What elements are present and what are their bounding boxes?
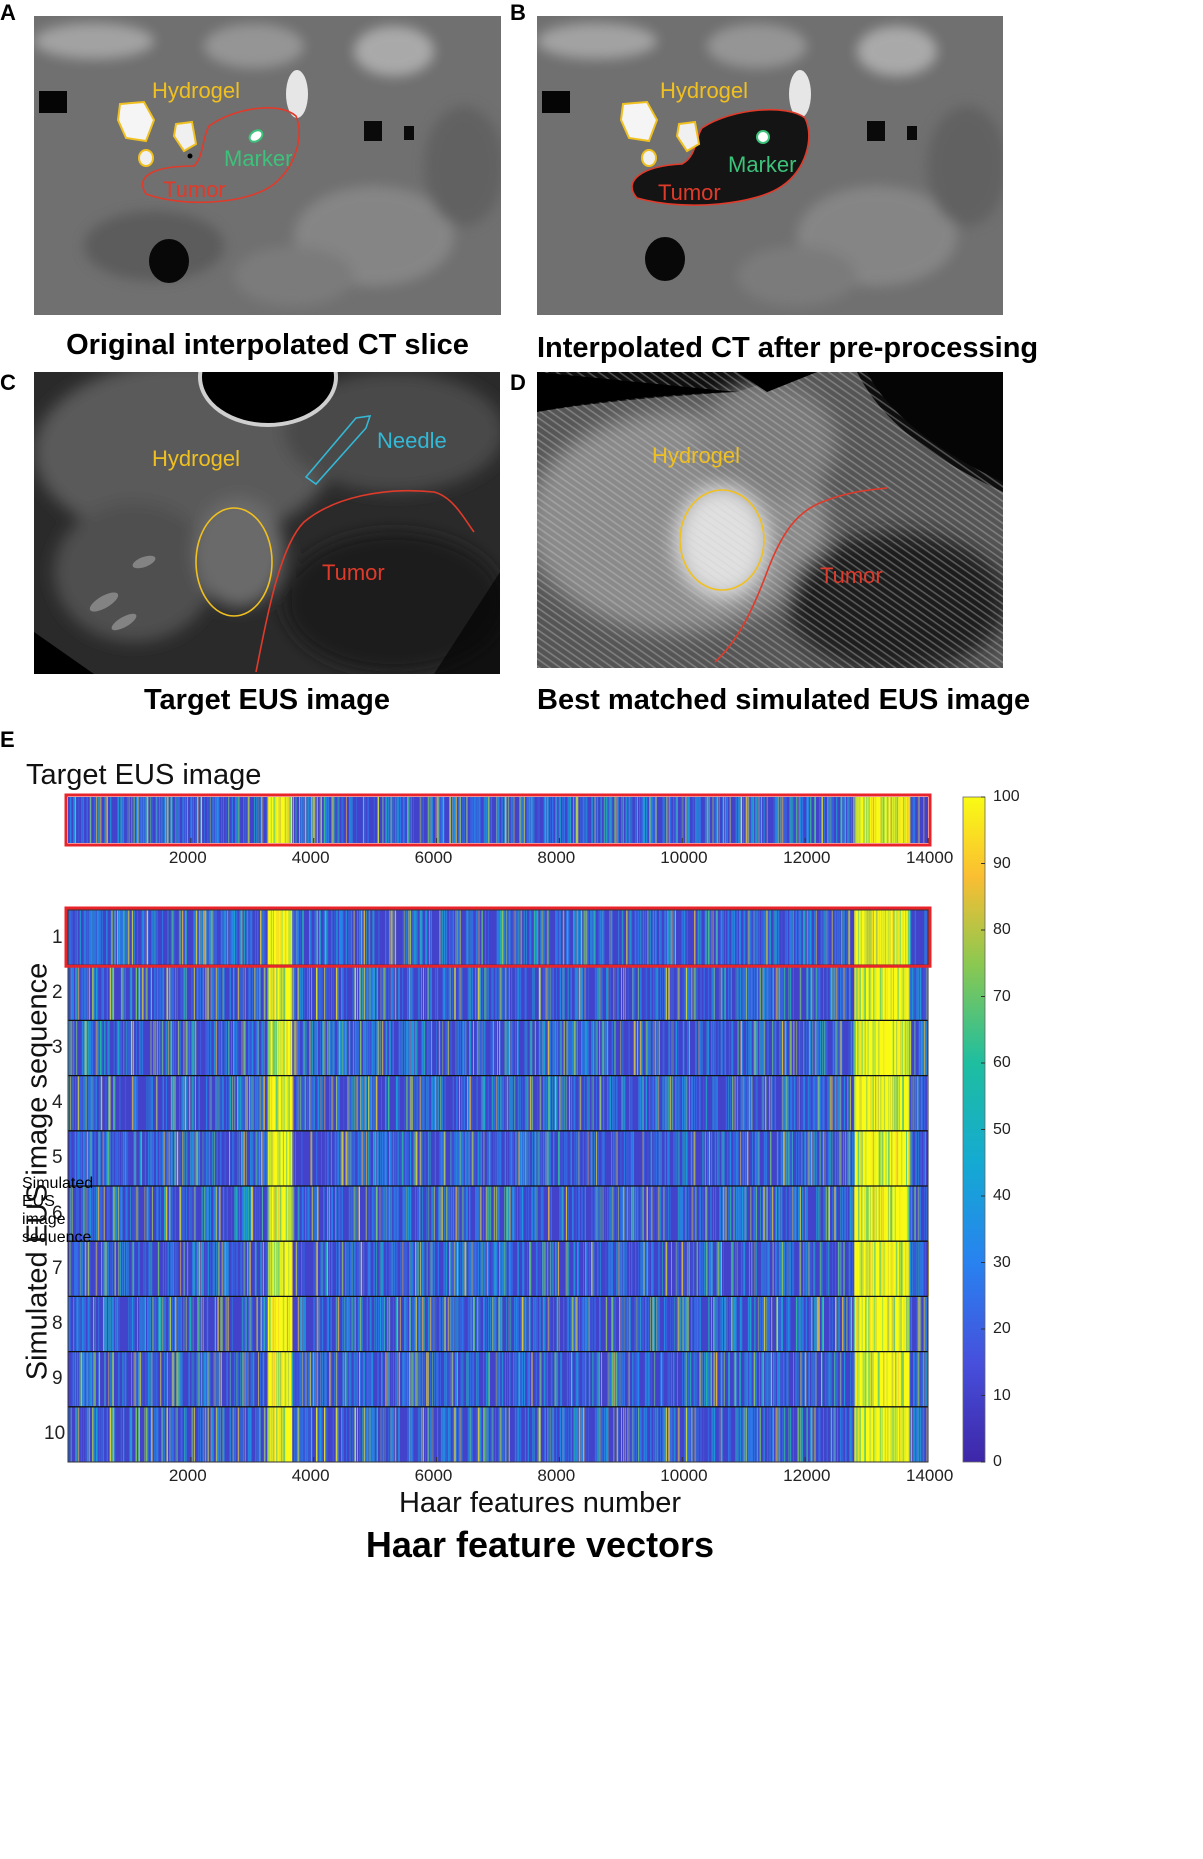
panel-a-letter: A bbox=[0, 0, 16, 25]
ct-original-image bbox=[34, 16, 501, 315]
panel-a-caption: Original interpolated CT slice bbox=[66, 329, 469, 361]
heatmap-frame bbox=[67, 909, 929, 1463]
sequence-row-4-stripes bbox=[68, 1075, 929, 1131]
x-tick-top: 4000 bbox=[291, 848, 330, 867]
x-tick-top: 8000 bbox=[537, 848, 576, 867]
panel-c-caption: Target EUS image bbox=[143, 684, 391, 716]
eus-target-image bbox=[34, 372, 500, 674]
sequence-row-9-stripes bbox=[71, 1351, 929, 1407]
panel-e-caption: Haar feature vectors bbox=[365, 1524, 715, 1565]
ct-a-marker-label: Marker bbox=[224, 146, 293, 171]
sequence-row-8-stripes bbox=[68, 1296, 928, 1352]
y-tick-label: 8 bbox=[52, 1313, 63, 1334]
y-tick-label: 1 bbox=[52, 926, 63, 948]
y-tick-label: 7 bbox=[52, 1257, 63, 1279]
x-tick-top: 12000 bbox=[783, 848, 831, 867]
x-tick-top: 2000 bbox=[168, 848, 207, 867]
haar-heatmap-chart bbox=[64, 793, 986, 1463]
y-tick-label: 2 bbox=[52, 981, 63, 1003]
x-tick-bottom: 8000 bbox=[537, 1466, 576, 1485]
ct-preprocessed-image bbox=[537, 16, 1003, 315]
ct-b-tumor-label: Tumor bbox=[658, 180, 721, 205]
colorbar-tick-label: 70 bbox=[993, 987, 1011, 1005]
sequence-row-10-stripes bbox=[68, 1406, 928, 1462]
sequence-row-7-stripes bbox=[69, 1241, 930, 1297]
heatmap-y-axis-title: Simulated EUS image sequence bbox=[21, 962, 54, 1381]
eus-d-tumor-label: Tumor bbox=[820, 563, 883, 588]
eus-c-tumor-label: Tumor bbox=[322, 560, 385, 585]
colorbar-tick-label: 100 bbox=[993, 788, 1020, 805]
sequence-row-3-background bbox=[68, 1020, 928, 1076]
x-tick-bottom: 6000 bbox=[414, 1466, 453, 1485]
sequence-row-6-band-2 bbox=[854, 1186, 910, 1242]
x-tick-top: 10000 bbox=[660, 848, 708, 867]
y-tick-label: 3 bbox=[52, 1037, 63, 1058]
sequence-row-8-background bbox=[68, 1296, 928, 1352]
panel-b-letter: B bbox=[510, 0, 526, 25]
colorbar-tick-label: 40 bbox=[993, 1187, 1011, 1204]
target-strip-highlight bbox=[64, 793, 932, 847]
x-tick-bottom: 14000 bbox=[906, 1466, 954, 1485]
colorbar-tick-label: 10 bbox=[993, 1386, 1011, 1404]
panel-b-caption: Interpolated CT after pre-processing bbox=[537, 332, 1039, 364]
x-tick-top: 6000 bbox=[414, 848, 453, 867]
best-match-highlight bbox=[64, 906, 932, 968]
panel-d-caption: Best matched simulated EUS image bbox=[537, 684, 1031, 716]
y-tick-label: 5 bbox=[52, 1147, 63, 1169]
colorbar-tick-label: 60 bbox=[993, 1054, 1011, 1071]
sequence-row-3-stripes bbox=[68, 1020, 928, 1076]
panel-d-letter: D bbox=[510, 370, 526, 395]
panel-e-letter: E bbox=[0, 727, 15, 752]
sequence-row-5-stripes bbox=[70, 1130, 929, 1186]
y-tick-label: 10 bbox=[44, 1423, 66, 1445]
colorbar-tick-label: 0 bbox=[993, 1453, 1002, 1470]
colorbar-tick-label: 50 bbox=[993, 1120, 1011, 1138]
sequence-row-9-band-2 bbox=[854, 1351, 910, 1407]
eus-c-needle-label: Needle bbox=[377, 428, 447, 453]
colorbar-tick-label: 30 bbox=[993, 1253, 1011, 1271]
sequence-row-6-stripes bbox=[69, 1186, 929, 1242]
y-tick-label: 6 bbox=[52, 1202, 63, 1224]
x-tick-bottom: 12000 bbox=[783, 1466, 831, 1485]
x-tick-bottom: 4000 bbox=[291, 1466, 330, 1485]
colorbar-tick-label: 20 bbox=[993, 1320, 1011, 1337]
target-strip-stripes bbox=[69, 797, 925, 843]
y-tick-label: 9 bbox=[52, 1368, 63, 1390]
ct-a-hydrogel-label: Hydrogel bbox=[152, 78, 241, 103]
colorbar-tick-label: 80 bbox=[993, 921, 1011, 938]
sequence-row-1-stripes bbox=[68, 910, 929, 966]
x-tick-bottom: 10000 bbox=[660, 1466, 708, 1485]
eus-c-hydrogel-label: Hydrogel bbox=[152, 446, 241, 471]
sequence-row-2-stripes bbox=[68, 965, 928, 1021]
ct-a-tumor-label: Tumor bbox=[163, 177, 226, 202]
eus-d-hydrogel-label: Hydrogel bbox=[652, 443, 741, 468]
heatmap-x-axis-title: Haar features number bbox=[398, 1487, 682, 1519]
x-tick-top: 14000 bbox=[906, 848, 954, 867]
ct-b-hydrogel-label: Hydrogel bbox=[660, 78, 749, 103]
panel-c-letter: C bbox=[0, 370, 16, 395]
ct-b-marker-label: Marker bbox=[728, 152, 797, 177]
colorbar-tick-label: 90 bbox=[993, 854, 1011, 872]
heatmap-top-title: Target EUS image bbox=[26, 759, 262, 791]
y-tick-label: 4 bbox=[52, 1092, 63, 1114]
eus-simulated-image bbox=[537, 372, 1003, 668]
x-tick-bottom: 2000 bbox=[168, 1466, 207, 1485]
